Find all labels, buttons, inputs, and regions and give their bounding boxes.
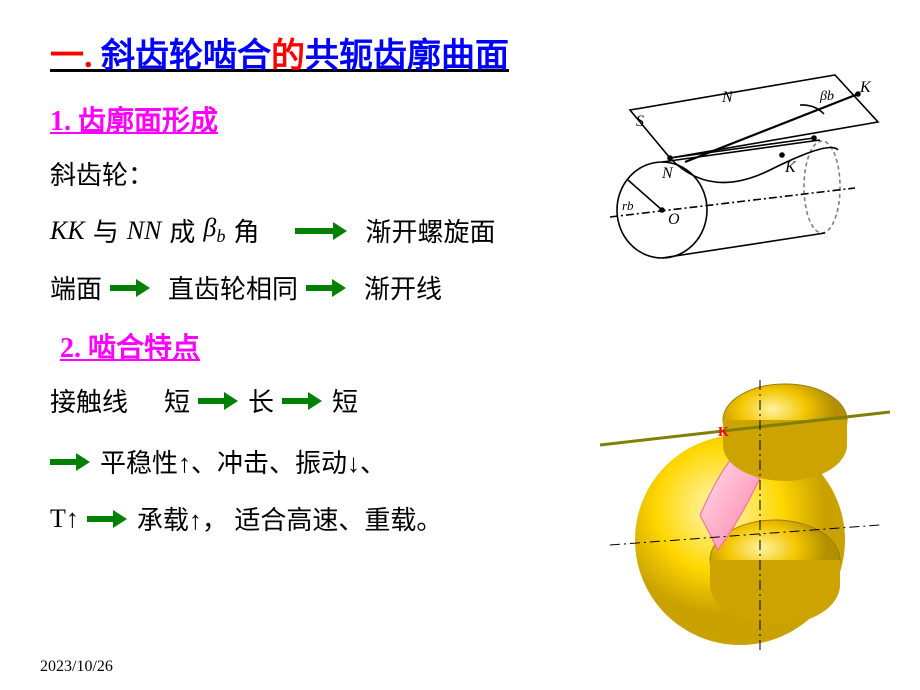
- label-K-red: K: [718, 425, 729, 440]
- arrow-icon: [198, 398, 226, 404]
- title-prefix: 一.: [50, 38, 93, 75]
- label-beta: βb: [819, 89, 834, 104]
- kk-nn: NN: [127, 216, 162, 246]
- arrow-icon: [295, 228, 335, 234]
- contact-short2: 短: [332, 382, 358, 419]
- diagram-bottom: K: [600, 350, 890, 650]
- label-O: O: [668, 211, 680, 228]
- contact-long: 长: [248, 382, 274, 419]
- footer-date: 2023/10/26: [40, 658, 113, 676]
- arrow-icon: [87, 516, 115, 522]
- arrow-icon: [50, 459, 78, 465]
- label-N1: N: [721, 89, 734, 106]
- kk-kk: KK: [50, 216, 85, 246]
- smooth-text: 平稳性↑、冲击、振动↓、: [100, 443, 386, 480]
- contact-t1: 接触线: [50, 382, 128, 419]
- label-S: S: [636, 113, 644, 130]
- kk-beta: βb: [203, 213, 225, 247]
- line-smooth: 平稳性↑、冲击、振动↓、: [50, 443, 610, 480]
- line-contact: 接触线 短 长 短: [50, 382, 610, 419]
- end-t2: 直齿轮相同: [168, 269, 298, 306]
- line-kk: KK 与 NN 成 βb 角 渐开螺旋面: [50, 212, 610, 249]
- kk-and: 与: [93, 212, 119, 249]
- title-part-red: 的: [271, 38, 305, 75]
- line-gear: 斜齿轮：: [50, 155, 610, 192]
- label-K2: K: [784, 159, 797, 176]
- label-N2: N: [661, 165, 674, 182]
- load-t2: 承载↑， 适合高速、重载。: [137, 500, 443, 537]
- kk-result: 渐开螺旋面: [365, 212, 495, 249]
- label-rb: rb: [622, 198, 634, 213]
- subheading-1: 1. 齿廓面形成: [50, 99, 610, 139]
- end-t1: 端面: [50, 269, 102, 306]
- line-load: T↑ 承载↑， 适合高速、重载。: [50, 500, 610, 537]
- arrow-icon: [110, 285, 138, 291]
- title-part1: 斜齿轮啮合: [101, 38, 271, 75]
- subheading-2: 2. 啮合特点: [60, 326, 610, 366]
- arrow-icon: [306, 285, 334, 291]
- kk-jiao: 角: [233, 212, 259, 249]
- arrow-icon: [282, 398, 310, 404]
- kk-cheng: 成: [169, 212, 195, 249]
- label-K1: K: [859, 79, 872, 96]
- main-title: 一. 斜齿轮啮合的共轭齿廓曲面: [50, 28, 610, 77]
- contact-short1: 短: [164, 382, 190, 419]
- title-part2: 共轭齿廓曲面: [305, 38, 509, 75]
- line-end: 端面 直齿轮相同 渐开线: [50, 269, 610, 306]
- diagram-top: S N N K K O rb βb: [590, 70, 890, 280]
- end-t3: 渐开线: [364, 269, 442, 306]
- load-t1: T↑: [50, 504, 79, 534]
